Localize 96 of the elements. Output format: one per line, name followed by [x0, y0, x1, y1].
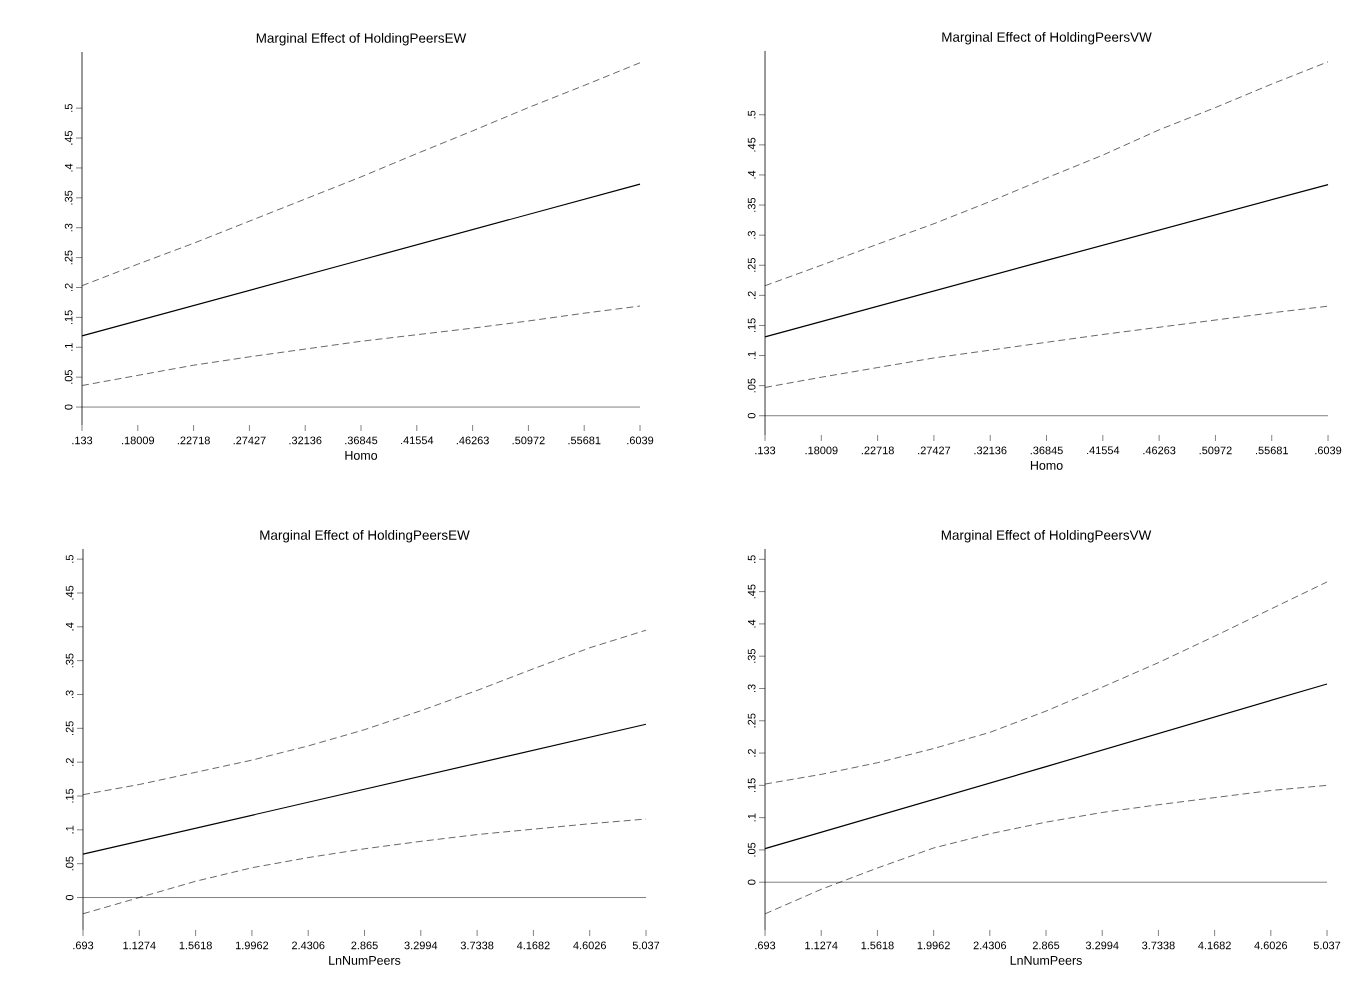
- y-tick-label: .15: [65, 788, 74, 803]
- y-tick-label: .2: [747, 749, 756, 757]
- x-tick-label: .18009: [122, 436, 155, 445]
- x-tick-label: 1.5618: [179, 941, 212, 950]
- y-tick-label: 0: [747, 413, 756, 419]
- y-tick-label: .35: [65, 653, 74, 668]
- x-tick-label: .22718: [861, 446, 894, 455]
- x-tick-label: 2.865: [351, 941, 378, 950]
- y-tick-label: .45: [747, 137, 756, 152]
- x-tick-label: .46263: [1143, 446, 1176, 455]
- y-tick-label: .4: [747, 170, 756, 179]
- x-tick-label: 3.7338: [1142, 941, 1175, 950]
- x-tick-label: .50972: [512, 436, 545, 445]
- x-tick-label: .55681: [1255, 446, 1288, 455]
- y-tick-label: .1: [747, 813, 756, 822]
- y-tick-label: .05: [65, 856, 74, 871]
- x-tick-label: 3.2994: [1085, 941, 1119, 950]
- x-tick-label: .36845: [345, 436, 378, 445]
- y-tick-label: .5: [65, 555, 74, 563]
- y-tick-label: .1: [64, 343, 73, 351]
- x-tick-label: 2.865: [1032, 941, 1060, 950]
- y-tick-label: .05: [64, 370, 73, 384]
- y-tick-label: .5: [64, 104, 73, 112]
- x-tick-label: .32136: [289, 436, 322, 445]
- x-tick-label: .32136: [974, 446, 1007, 455]
- x-tick-label: .41554: [1087, 446, 1120, 455]
- y-tick-label: .45: [747, 584, 756, 599]
- x-tick-label: 3.7338: [460, 941, 494, 950]
- chart-title: Marginal Effect of HoldingPeersVW: [942, 31, 1152, 45]
- y-tick-label: .2: [64, 283, 73, 292]
- chart-title: Marginal Effect of HoldingPeersEW: [256, 32, 467, 46]
- y-tick-label: 0: [64, 404, 73, 410]
- x-tick-label: 1.1274: [123, 941, 156, 950]
- x-tick-label: .693: [755, 941, 776, 950]
- x-tick-label: 4.1682: [516, 941, 550, 950]
- x-tick-label: .41554: [401, 436, 434, 445]
- x-tick-label: 2.4306: [292, 941, 325, 950]
- y-tick-label: .45: [65, 585, 74, 600]
- x-axis-title: Homo: [1030, 461, 1063, 470]
- x-tick-label: 4.1682: [1198, 941, 1231, 950]
- x-tick-label: .46263: [456, 436, 489, 445]
- y-tick-label: .2: [747, 291, 756, 299]
- x-tick-label: 1.9962: [917, 941, 950, 950]
- chart-title: Marginal Effect of HoldingPeersEW: [260, 529, 470, 543]
- y-tick-label: .05: [747, 378, 756, 393]
- y-tick-label: .3: [747, 684, 756, 693]
- y-tick-label: .25: [65, 721, 74, 735]
- y-tick-label: .15: [64, 310, 73, 324]
- y-tick-label: .15: [747, 318, 756, 333]
- x-tick-label: .55681: [568, 436, 601, 445]
- y-tick-label: .05: [747, 842, 756, 857]
- y-tick-label: .3: [65, 690, 74, 699]
- x-tick-label: 4.6026: [1254, 941, 1288, 950]
- x-tick-label: .22718: [177, 436, 210, 445]
- y-tick-label: .3: [64, 223, 73, 232]
- x-tick-label: .50972: [1199, 446, 1232, 455]
- y-tick-label: .25: [64, 250, 73, 265]
- chart-title: Marginal Effect of HoldingPeersVW: [941, 529, 1152, 543]
- y-tick-label: .3: [747, 231, 756, 239]
- x-axis-title: LnNumPeers: [1010, 956, 1082, 965]
- y-tick-label: 0: [65, 894, 74, 901]
- x-tick-label: .693: [73, 941, 94, 950]
- y-tick-label: .35: [64, 190, 73, 205]
- y-tick-label: .4: [64, 163, 73, 172]
- x-tick-label: .27427: [918, 446, 951, 455]
- y-tick-label: .25: [747, 713, 756, 728]
- x-tick-label: .18009: [805, 446, 838, 455]
- x-tick-label: .6039: [1315, 446, 1342, 455]
- x-tick-label: 1.9962: [235, 941, 269, 950]
- x-tick-label: 4.6026: [573, 941, 606, 950]
- x-axis-title: LnNumPeers: [329, 956, 401, 965]
- y-tick-label: .35: [747, 197, 756, 212]
- y-tick-label: .4: [747, 619, 756, 628]
- x-tick-label: 5.037: [632, 941, 660, 950]
- x-tick-label: .133: [755, 446, 776, 455]
- x-tick-label: 1.5618: [861, 941, 894, 950]
- y-tick-label: .25: [747, 258, 756, 272]
- x-tick-label: 2.4306: [973, 941, 1007, 950]
- x-tick-label: .133: [72, 436, 93, 445]
- y-tick-label: .1: [65, 825, 74, 834]
- x-axis-title: Homo: [345, 451, 378, 460]
- y-tick-label: .45: [64, 130, 73, 145]
- x-tick-label: 3.2994: [404, 941, 438, 950]
- y-tick-label: .5: [747, 110, 756, 119]
- y-tick-label: .4: [65, 622, 74, 631]
- x-tick-label: .36845: [1030, 446, 1063, 455]
- x-tick-label: 5.037: [1313, 941, 1341, 950]
- y-tick-label: .15: [747, 778, 756, 792]
- y-tick-label: .2: [65, 758, 74, 766]
- x-tick-label: .6039: [627, 436, 654, 445]
- y-tick-label: .35: [747, 649, 756, 663]
- y-tick-label: .5: [747, 555, 756, 563]
- y-tick-label: 0: [747, 879, 756, 885]
- y-tick-label: .1: [747, 351, 756, 360]
- x-tick-label: 1.1274: [805, 941, 838, 950]
- x-tick-label: .27427: [233, 436, 266, 445]
